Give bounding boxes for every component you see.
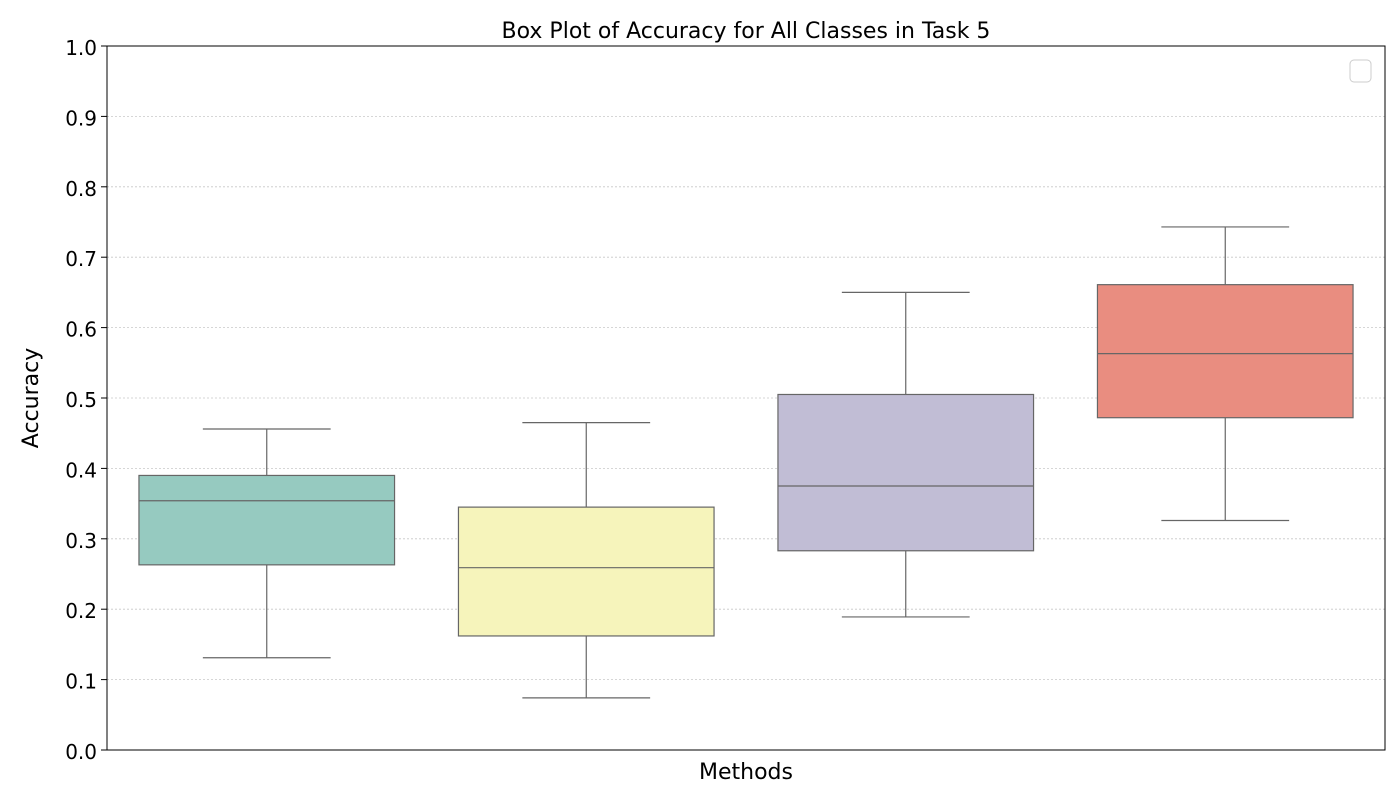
y-tick-label: 0.2	[65, 599, 97, 623]
y-tick-label: 1.0	[65, 36, 97, 60]
chart-title: Box Plot of Accuracy for All Classes in …	[502, 19, 991, 44]
y-tick-label: 0.9	[65, 106, 97, 130]
x-axis-label: Methods	[699, 760, 793, 785]
y-axis-label: Accuracy	[19, 348, 44, 448]
y-tick-label: 0.6	[65, 318, 97, 342]
box-group	[138, 428, 396, 659]
y-tick-label: 0.0	[65, 740, 97, 764]
y-tick-label: 0.7	[65, 247, 97, 271]
y-tick-label: 0.8	[65, 177, 97, 201]
y-tick-label: 0.1	[65, 670, 97, 694]
box-series	[138, 226, 1354, 699]
box-body	[777, 393, 1035, 552]
box-body	[1096, 284, 1354, 419]
y-axis-ticks: 0.0 0.1 0.2 0.3 0.4 0.5 0.6 0.7 0.8 0.9 1.0	[65, 36, 107, 764]
legend-box	[1349, 59, 1372, 83]
box-body	[457, 506, 715, 637]
y-tick-label: 0.5	[65, 388, 97, 412]
box-body	[138, 474, 396, 566]
box-group	[1096, 226, 1354, 522]
box-group	[457, 422, 715, 699]
box-group	[777, 291, 1035, 618]
y-tick-label: 0.3	[65, 529, 97, 553]
y-tick-label: 0.4	[65, 458, 97, 482]
